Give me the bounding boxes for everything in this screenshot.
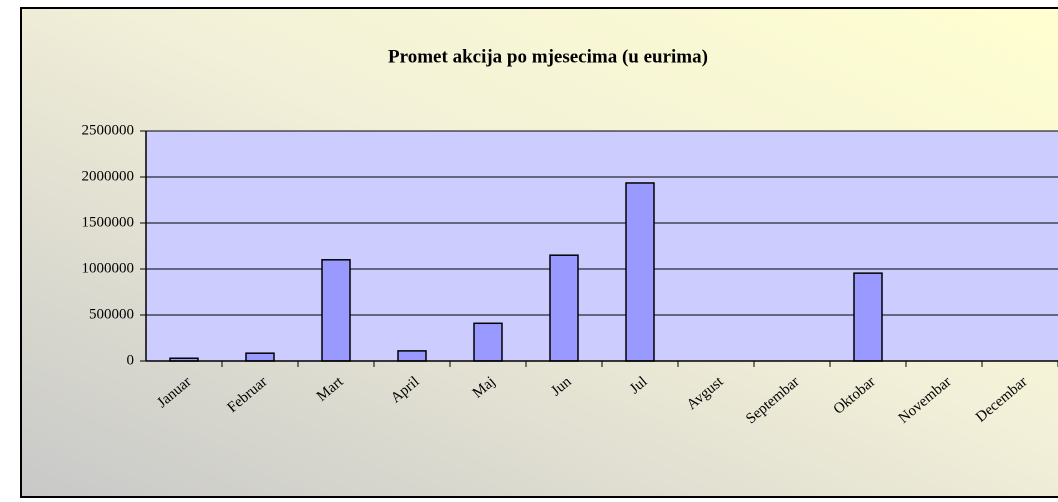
y-tick-label: 2500000 [82,122,135,138]
y-tick-label: 1500000 [82,214,135,230]
bar [853,272,883,362]
chart-title: Promet akcija po mjesecima (u eurima) [388,46,708,67]
y-tick-label: 0 [127,352,135,368]
y-tick-label: 2000000 [82,168,135,184]
bar [625,182,655,362]
bar [321,259,351,362]
bar [245,352,275,362]
bar [473,322,503,362]
bar [397,350,427,362]
y-tick-label: 1000000 [82,260,135,276]
bar [549,254,579,362]
y-tick-label: 500000 [89,306,134,322]
plot-area [146,131,1058,361]
